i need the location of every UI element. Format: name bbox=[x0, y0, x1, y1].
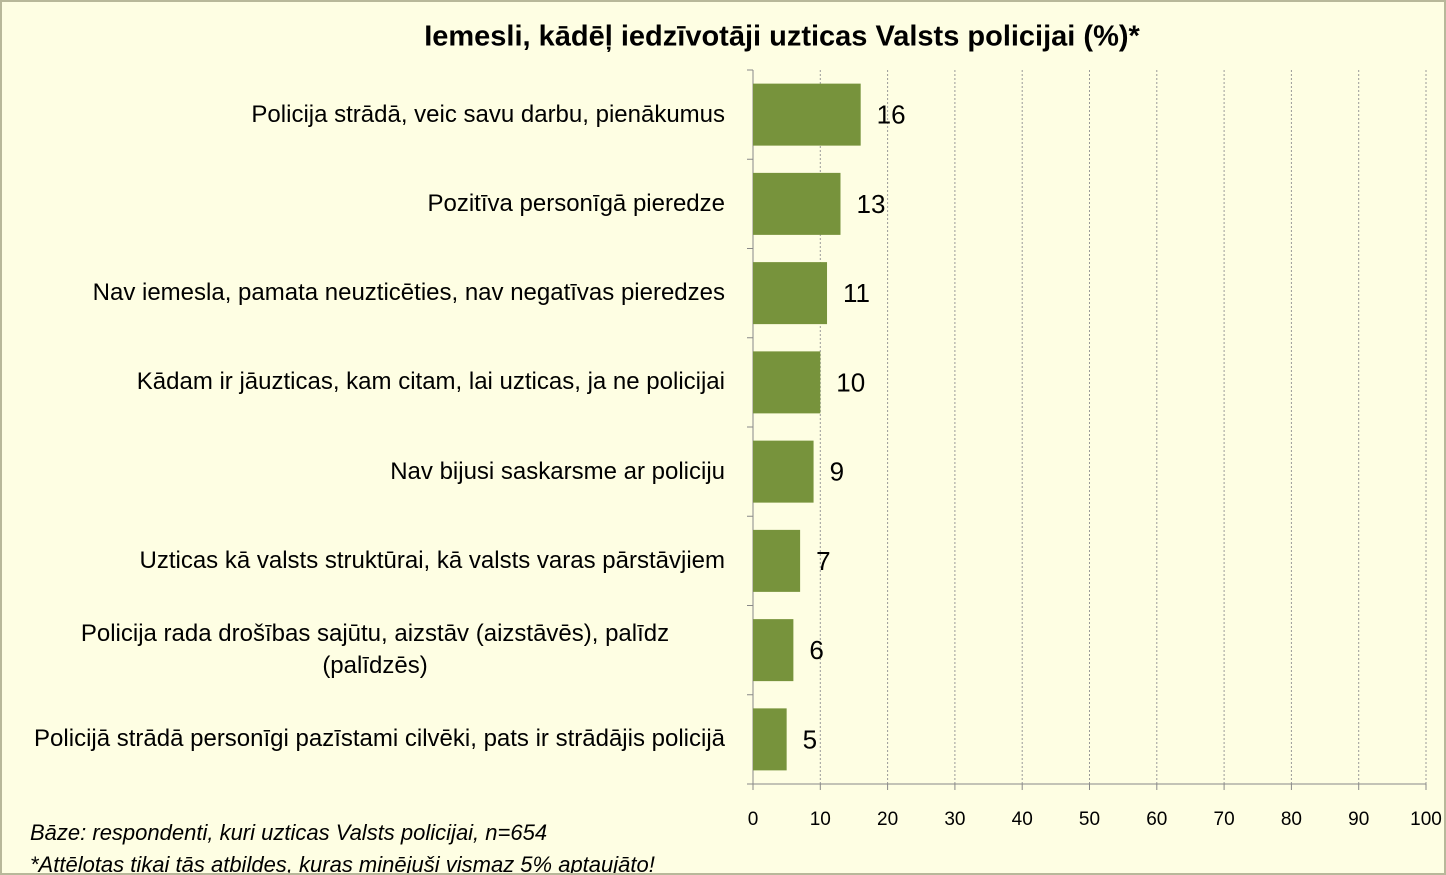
x-tick-label: 20 bbox=[877, 809, 898, 830]
x-tick-label: 30 bbox=[944, 809, 965, 830]
y-tick-label: Pozitīva personīgā pieredze bbox=[427, 189, 725, 217]
y-tick-label: Nav iemesla, pamata neuzticēties, nav ne… bbox=[92, 279, 725, 307]
x-tick-label: 0 bbox=[748, 809, 759, 830]
value-label: 7 bbox=[816, 546, 830, 576]
y-tick-label: Policija strādā, veic savu darbu, pienāk… bbox=[251, 100, 725, 128]
chart-title: Iemesli, kādēļ iedzīvotāji uzticas Valst… bbox=[424, 21, 1140, 53]
value-label: 5 bbox=[803, 724, 817, 754]
y-tick-label: Nav bijusi saskarsme ar policiju bbox=[390, 457, 725, 485]
bar bbox=[753, 83, 861, 146]
y-tick-label: Kādam ir jāuzticas, kam citam, lai uztic… bbox=[136, 368, 725, 396]
x-tick-label: 10 bbox=[810, 809, 831, 830]
value-label: 11 bbox=[843, 278, 870, 308]
x-tick-label: 50 bbox=[1079, 809, 1100, 830]
bar bbox=[753, 440, 814, 503]
x-tick-label: 80 bbox=[1281, 809, 1302, 830]
note: *Attēlotas tikai tās atbildes, kuras min… bbox=[30, 852, 655, 875]
value-label: 16 bbox=[877, 100, 906, 130]
value-label: 6 bbox=[809, 635, 823, 665]
value-label: 13 bbox=[856, 189, 885, 219]
x-tick-label: 70 bbox=[1214, 809, 1235, 830]
bar bbox=[753, 708, 787, 771]
note: Bāze: respondenti, kuri uzticas Valsts p… bbox=[30, 820, 548, 845]
x-tick-label: 60 bbox=[1146, 809, 1167, 830]
bar bbox=[753, 262, 828, 325]
x-tick-label: 40 bbox=[1012, 809, 1033, 830]
y-tick-label: Policijā strādā personīgi pazīstami cilv… bbox=[34, 725, 725, 753]
x-tick-label: 100 bbox=[1410, 809, 1442, 830]
bar bbox=[753, 619, 794, 682]
bar bbox=[753, 529, 801, 592]
y-tick-label: Policija rada drošības sajūtu, aizstāv (… bbox=[80, 620, 670, 680]
bar bbox=[753, 172, 841, 235]
y-tick-label: Uzticas kā valsts struktūrai, kā valsts … bbox=[139, 546, 725, 574]
bar bbox=[753, 351, 821, 414]
x-tick-label: 90 bbox=[1348, 809, 1369, 830]
value-label: 10 bbox=[836, 367, 865, 397]
value-label: 9 bbox=[830, 457, 844, 487]
